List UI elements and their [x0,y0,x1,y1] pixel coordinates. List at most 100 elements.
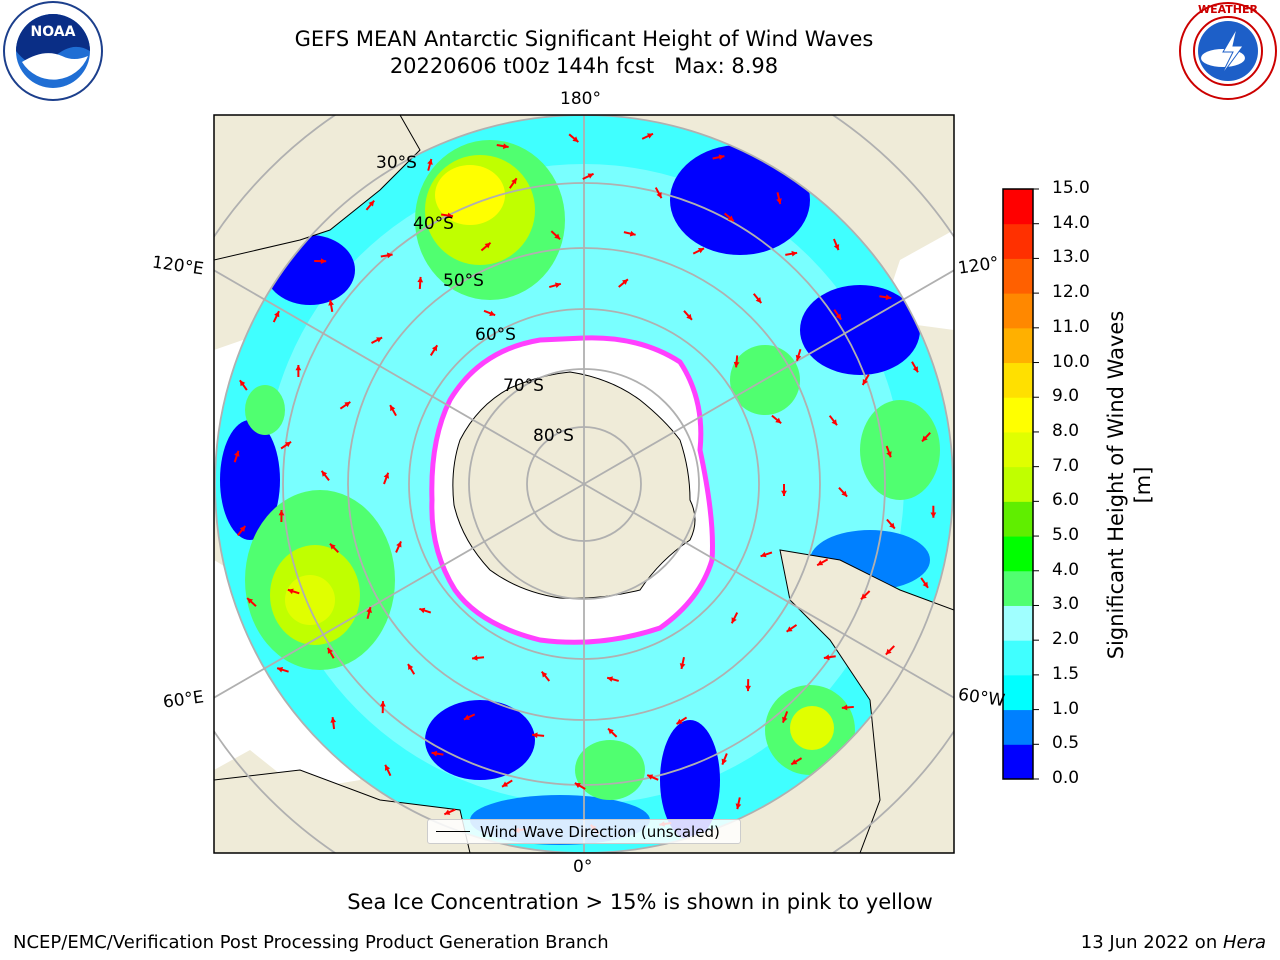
wave-arrow-head [622,279,628,285]
wave-arrow-head [572,136,579,142]
wave-arrow-head [656,192,662,199]
wave-arrow-head [886,451,892,458]
wave-arrow-head [817,560,824,566]
wave-arrow-head [390,405,396,412]
colorbar-tick-label: 3.0 [1052,594,1080,615]
wave-arrow-head [791,250,798,257]
colorbar-segment [1003,397,1033,433]
colorbar-tick-label: 0.5 [1052,733,1080,754]
colorbar-tick-label: 10.0 [1052,351,1090,372]
lat-label-80s: 80°S [533,426,574,446]
colorbar-segment [1003,189,1033,225]
wave-arrow-head [841,490,848,497]
wave-arrow-head [781,490,787,496]
wave-arrow-head [386,252,393,259]
colorbar-tick-label: 8.0 [1052,420,1080,441]
wave-arrow-head [607,676,614,682]
wave-arrow-head [727,215,734,222]
australia-landmass [214,115,421,261]
colorbar-tick-label: 11.0 [1052,316,1090,337]
colorbar-segment [1003,536,1033,572]
footer-date: 13 Jun 2022 on Hera [1081,932,1266,953]
wave-arrow-head [912,366,918,373]
wave-arrow-head [396,541,402,548]
wave-arrow-head [841,704,848,711]
colorbar-tick-label: 0.0 [1052,768,1080,788]
footer-credit: NCEP/EMC/Verification Post Processing Pr… [13,932,609,953]
wave-arrow-head [647,133,654,139]
south-america-landmass [779,549,954,853]
nws-logo: WEATHER [1179,2,1277,100]
colorbar-tick-label: 6.0 [1052,490,1080,511]
colorbar-tick-label: 2.0 [1052,629,1080,650]
lon-label-0: 0° [573,857,593,877]
wave-arrow-head [885,294,892,301]
noaa-logo: NOAA [3,1,103,101]
legend-line-sample [436,831,470,832]
wave-arrow-head [366,607,372,613]
lat-label-50s: 50°S [443,271,484,291]
wave-arrow-head [735,803,742,810]
wave-arrow-head [484,242,491,249]
wave-arrow-head [384,764,391,771]
colorbar-tick-label: 1.0 [1052,698,1080,719]
colorbar-segment [1003,327,1033,364]
wave-arrow-head [511,178,517,185]
wave-arrow-head [344,401,351,408]
wave-arrow-head [489,310,496,316]
colorbar-segment [1003,640,1033,676]
colorbar-segment [1003,709,1033,745]
wave-arrow-head [431,345,438,352]
map-frame [213,114,955,854]
lat-label-70s: 70°S [503,376,544,396]
wave-arrow-head [541,671,548,678]
wave-arrow-head [823,654,830,661]
wave-arrow-head [922,581,929,588]
colorbar-label: Significant Height of Wind Waves [m] [1104,310,1155,660]
wave-arrow-head [679,663,686,669]
wave-arrow-head [278,510,285,516]
wave-arrow-head [835,313,842,320]
wave-arrow-head [383,472,390,479]
wave-arrow-head [721,758,727,765]
lat-label-30s: 30°S [376,153,417,173]
wave-arrow-head [676,718,683,725]
wave-arrow-head [782,716,788,723]
wave-arrow-head [239,380,246,387]
footer-machine: Hera [1222,932,1266,953]
wave-arrow-head [862,379,868,386]
wave-arrow-head [472,655,478,661]
wave-arrow-head [922,435,928,442]
colorbar-segment [1003,431,1033,468]
chart-title: GEFS MEAN Antarctic Significant Height o… [294,27,874,51]
wave-arrow-head [718,154,725,160]
caption: Sea Ice Concentration > 15% is shown in … [347,890,933,914]
wave-arrow-head [776,198,782,205]
colorbar-segment [1003,223,1033,259]
wave-arrow-head [775,417,782,424]
wave-height-field [215,115,953,853]
colorbar-segment [1003,362,1033,398]
wave-arrow-head [885,648,892,655]
wave-arrow-head [417,276,424,283]
colorbar-segment [1003,744,1033,780]
colorbar-tick-label: 7.0 [1052,455,1080,476]
svg-text:WEATHER: WEATHER [1198,3,1259,16]
legend: Wind Wave Direction (unscaled) [427,819,741,844]
colorbar-segment [1003,674,1033,711]
wave-arrow-head [328,299,334,306]
wave-arrow-head [795,354,802,361]
wave-arrow-head [698,248,705,254]
wave-arrow-head [502,143,509,150]
wave-arrow-head [247,598,254,604]
wave-arrow-head [574,783,581,789]
svg-text:NOAA: NOAA [31,24,76,40]
wave-arrow-head [629,230,636,237]
wave-arrow-head [274,311,280,318]
colorbar [1003,188,1039,780]
wave-arrow-head [647,774,654,780]
colorbar-tick-label: 13.0 [1052,247,1090,268]
wave-arrow-head [532,732,538,739]
wave-arrow-head [285,441,292,448]
wave-arrow-head [408,664,414,671]
